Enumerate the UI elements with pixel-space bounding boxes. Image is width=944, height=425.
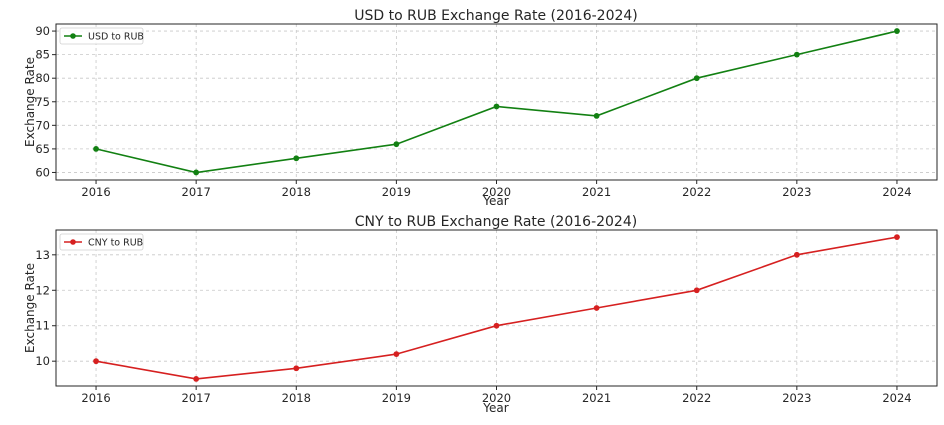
x-tick-label: 2020 [482, 391, 511, 405]
data-point [93, 145, 99, 152]
y-tick-label: 60 [35, 165, 50, 179]
data-point [393, 351, 400, 357]
legend-swatch-marker [70, 239, 76, 245]
data-point [593, 305, 600, 311]
series-cny-rub [93, 234, 900, 382]
legend-label: USD to RUB [88, 32, 144, 43]
data-point [793, 251, 800, 258]
data-point [493, 103, 500, 110]
chart-title: USD to RUB Exchange Rate (2016-2024) [354, 8, 638, 24]
x-tick-label: 2017 [182, 185, 211, 199]
grid [56, 24, 937, 180]
y-tick-label: 80 [35, 71, 50, 85]
data-point [393, 141, 400, 148]
x-tick-label: 2022 [682, 185, 711, 199]
data-point [693, 287, 700, 294]
legend: CNY to RUB [59, 233, 144, 251]
x-tick-label: 2021 [582, 185, 611, 199]
x-tick-label: 2019 [382, 391, 411, 405]
x-tick-label: 2019 [382, 185, 411, 199]
y-tick-label: 13 [35, 248, 50, 262]
data-point [793, 51, 800, 58]
y-tick-label: 11 [35, 319, 50, 333]
y-tick-label: 10 [35, 354, 50, 368]
usd-rub-chart: USD to RUB Exchange Rate (2016-2024) 201… [23, 8, 938, 208]
y-tick-label: 75 [35, 95, 50, 109]
data-point [293, 365, 300, 372]
x-tick-label: 2021 [582, 391, 611, 405]
legend: USD to RUB [59, 27, 144, 45]
x-tick-label: 2022 [682, 391, 711, 405]
y-axis-label: Exchange Rate [23, 263, 37, 353]
y-tick-label: 65 [35, 142, 50, 156]
x-tick-label: 2024 [882, 391, 911, 405]
data-point [894, 28, 900, 34]
data-point [693, 75, 700, 82]
x-tick-label: 2016 [81, 391, 110, 405]
x-tick-label: 2018 [282, 391, 311, 405]
data-point [894, 234, 900, 240]
legend-box [59, 233, 144, 251]
x-tick-label: 2017 [182, 391, 211, 405]
y-tick-label: 90 [35, 24, 50, 38]
x-axis-label: Year [482, 194, 508, 208]
x-tick-label: 2024 [882, 185, 911, 199]
data-point [493, 322, 500, 329]
data-point [293, 155, 300, 162]
x-tick-label: 2023 [782, 391, 811, 405]
x-axis-label: Year [482, 401, 508, 415]
axis-ticks: 2016 2017 2018 2019 2020 2021 2022 2023 2024 10 11… [35, 248, 911, 405]
series-usd-rub [93, 28, 900, 176]
plot-frame [55, 229, 938, 387]
plot-frame [55, 23, 938, 181]
data-point [593, 113, 600, 119]
chart-title: CNY to RUB Exchange Rate (2016-2024) [355, 214, 637, 230]
legend-box [59, 27, 144, 45]
y-axis-label: Exchange Rate [23, 57, 37, 147]
legend-swatch-marker [70, 33, 76, 39]
data-point [193, 169, 200, 176]
data-point [93, 358, 99, 365]
cny-rub-chart: CNY to RUB Exchange Rate (2016-2024) 201… [23, 214, 938, 415]
y-tick-label: 85 [35, 48, 50, 62]
x-tick-label: 2020 [482, 185, 511, 199]
axis-ticks: 2016 2017 2018 2019 2020 2021 2022 2023 2024 60 65… [35, 24, 911, 199]
x-tick-label: 2023 [782, 185, 811, 199]
y-tick-label: 70 [35, 118, 50, 132]
y-tick-label: 12 [35, 283, 50, 297]
legend-label: CNY to RUB [88, 238, 143, 249]
data-point [193, 376, 200, 382]
x-tick-label: 2016 [81, 185, 110, 199]
grid [56, 230, 937, 386]
x-tick-label: 2018 [282, 185, 311, 199]
